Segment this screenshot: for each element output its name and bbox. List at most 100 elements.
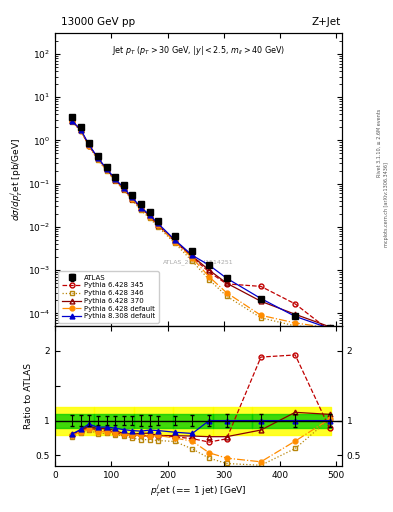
Pythia 6.428 345 [86, 142, 91, 148]
Pythia 8.308 default [327, 325, 332, 331]
Text: mcplots.cern.ch [arXiv:1306.3436]: mcplots.cern.ch [arXiv:1306.3436] [384, 162, 389, 247]
Pythia 6.428 346 [139, 207, 143, 214]
Pythia 8.308 default [130, 195, 134, 201]
Pythia 6.428 370 [224, 280, 229, 286]
Pythia 6.428 345 [95, 156, 100, 162]
Pythia 8.308 default [139, 204, 143, 210]
Pythia 6.428 default [70, 118, 74, 124]
Pythia 6.428 346 [130, 197, 134, 203]
Y-axis label: $d\sigma/dp_T^{j}$et [pb/GeV]: $d\sigma/dp_T^{j}$et [pb/GeV] [9, 138, 25, 222]
Text: ATLAS_2017_I1514251: ATLAS_2017_I1514251 [163, 259, 234, 265]
Pythia 6.428 345 [113, 177, 118, 183]
Pythia 6.428 default [121, 186, 126, 193]
Pythia 8.308 default [224, 275, 229, 281]
Pythia 6.428 370 [207, 267, 211, 273]
X-axis label: $p_T^j$et (== 1 jet) [GeV]: $p_T^j$et (== 1 jet) [GeV] [150, 482, 247, 499]
Pythia 6.428 370 [113, 177, 118, 183]
Pythia 6.428 345 [121, 186, 126, 193]
Pythia 6.428 default [79, 127, 83, 134]
Pythia 6.428 345 [327, 328, 332, 334]
Line: Pythia 6.428 346: Pythia 6.428 346 [70, 119, 332, 330]
Pythia 6.428 370 [79, 127, 83, 133]
Pythia 8.308 default [173, 237, 177, 243]
Pythia 8.308 default [113, 176, 118, 182]
Pythia 6.428 370 [293, 311, 298, 317]
Pythia 6.428 346 [79, 128, 83, 134]
Pythia 6.428 345 [207, 269, 211, 275]
Text: Z+Jet: Z+Jet [312, 16, 341, 27]
Pythia 6.428 default [327, 325, 332, 331]
Pythia 6.428 345 [79, 127, 83, 134]
Pythia 6.428 345 [259, 283, 263, 289]
Pythia 8.308 default [259, 295, 263, 302]
Pythia 8.308 default [190, 252, 195, 259]
Pythia 6.428 370 [121, 186, 126, 192]
Pythia 6.428 346 [121, 187, 126, 193]
Pythia 6.428 370 [190, 253, 195, 259]
Pythia 6.428 346 [327, 325, 332, 331]
Pythia 6.428 346 [95, 157, 100, 163]
Pythia 6.428 default [207, 274, 211, 280]
Pythia 8.308 default [79, 127, 83, 133]
Line: Pythia 6.428 default: Pythia 6.428 default [70, 119, 332, 330]
Pythia 6.428 default [113, 177, 118, 183]
Pythia 6.428 370 [70, 118, 74, 124]
Pythia 6.428 346 [70, 119, 74, 125]
Pythia 6.428 346 [113, 178, 118, 184]
Pythia 8.308 default [95, 155, 100, 161]
Pythia 6.428 370 [86, 142, 91, 148]
Pythia 6.428 370 [130, 196, 134, 202]
Pythia 6.428 345 [105, 167, 109, 173]
Pythia 6.428 346 [147, 215, 152, 221]
Pythia 6.428 345 [293, 301, 298, 307]
Pythia 6.428 346 [86, 143, 91, 149]
Pythia 6.428 default [259, 312, 263, 318]
Pythia 6.428 370 [105, 166, 109, 173]
Pythia 6.428 346 [190, 258, 195, 264]
Pythia 6.428 370 [95, 155, 100, 161]
Y-axis label: Ratio to ATLAS: Ratio to ATLAS [24, 363, 33, 429]
Pythia 6.428 345 [156, 222, 160, 228]
Pythia 6.428 346 [293, 323, 298, 329]
Pythia 6.428 346 [105, 168, 109, 174]
Pythia 8.308 default [86, 141, 91, 147]
Pythia 8.308 default [156, 220, 160, 226]
Pythia 6.428 370 [139, 205, 143, 211]
Pythia 6.428 346 [173, 240, 177, 246]
Pythia 6.428 345 [139, 206, 143, 212]
Pythia 6.428 370 [259, 298, 263, 304]
Pythia 8.308 default [121, 185, 126, 191]
Line: Pythia 8.308 default: Pythia 8.308 default [70, 118, 332, 331]
Text: 13000 GeV pp: 13000 GeV pp [61, 16, 135, 27]
Line: Pythia 6.428 345: Pythia 6.428 345 [70, 119, 332, 333]
Text: Jet $p_T$ ($p_T > 30$ GeV, $|y| < 2.5$, $m_{ll} > 40$ GeV): Jet $p_T$ ($p_T > 30$ GeV, $|y| < 2.5$, … [112, 44, 285, 56]
Pythia 6.428 345 [190, 254, 195, 260]
Pythia 8.308 default [207, 262, 211, 268]
Pythia 6.428 default [147, 214, 152, 220]
Pythia 8.308 default [105, 166, 109, 172]
Legend: ATLAS, Pythia 6.428 345, Pythia 6.428 346, Pythia 6.428 370, Pythia 6.428 defaul: ATLAS, Pythia 6.428 345, Pythia 6.428 34… [59, 271, 159, 323]
Pythia 6.428 default [293, 320, 298, 326]
Pythia 6.428 default [105, 167, 109, 174]
Pythia 6.428 370 [147, 213, 152, 219]
Pythia 6.428 345 [130, 196, 134, 202]
Line: Pythia 6.428 370: Pythia 6.428 370 [70, 118, 332, 329]
Pythia 6.428 345 [173, 239, 177, 245]
Pythia 6.428 default [224, 290, 229, 296]
Pythia 6.428 345 [147, 214, 152, 220]
Pythia 6.428 346 [224, 293, 229, 299]
Text: Rivet 3.1.10, ≥ 2.6M events: Rivet 3.1.10, ≥ 2.6M events [377, 109, 382, 178]
Pythia 6.428 default [139, 206, 143, 212]
Pythia 6.428 default [130, 196, 134, 202]
Pythia 6.428 default [173, 239, 177, 245]
Pythia 8.308 default [147, 212, 152, 218]
Pythia 6.428 default [95, 156, 100, 162]
Pythia 6.428 345 [224, 281, 229, 287]
Pythia 6.428 345 [70, 118, 74, 124]
Pythia 6.428 346 [207, 276, 211, 283]
Pythia 6.428 346 [259, 315, 263, 321]
Pythia 6.428 370 [173, 238, 177, 244]
Pythia 6.428 default [156, 222, 160, 228]
Pythia 8.308 default [70, 118, 74, 124]
Pythia 6.428 370 [156, 222, 160, 228]
